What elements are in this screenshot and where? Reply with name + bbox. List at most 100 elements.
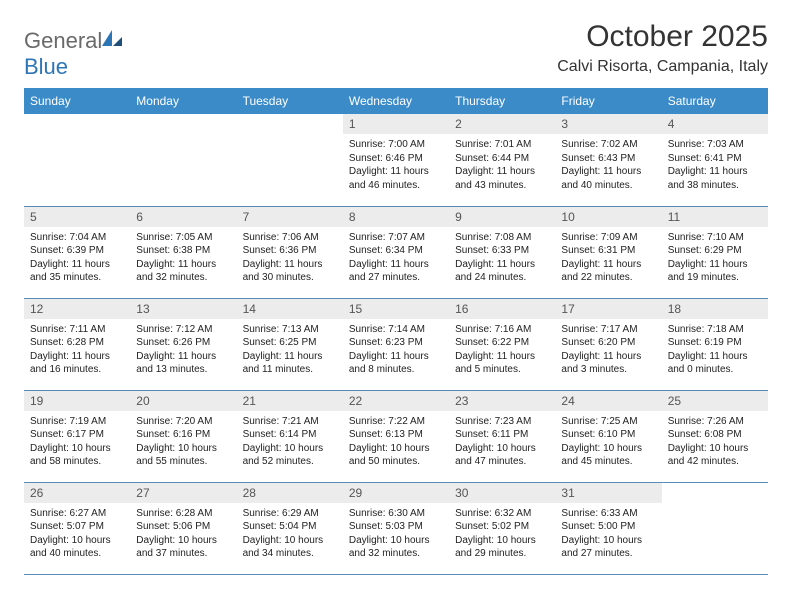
day-cell: 2Sunrise: 7:01 AMSunset: 6:44 PMDaylight… bbox=[449, 114, 555, 206]
daylight2-text: and 3 minutes. bbox=[561, 363, 655, 377]
sunset-text: Sunset: 6:17 PM bbox=[30, 428, 124, 442]
daylight1-text: Daylight: 10 hours bbox=[561, 442, 655, 456]
day-content: Sunrise: 7:08 AMSunset: 6:33 PMDaylight:… bbox=[449, 227, 555, 287]
day-number: 5 bbox=[24, 207, 130, 227]
sunrise-text: Sunrise: 7:03 AM bbox=[668, 138, 762, 152]
daylight1-text: Daylight: 11 hours bbox=[349, 258, 443, 272]
daylight2-text: and 27 minutes. bbox=[561, 547, 655, 561]
day-content: Sunrise: 6:28 AMSunset: 5:06 PMDaylight:… bbox=[130, 503, 236, 563]
daylight1-text: Daylight: 10 hours bbox=[30, 534, 124, 548]
day-cell: 29Sunrise: 6:30 AMSunset: 5:03 PMDayligh… bbox=[343, 482, 449, 574]
day-cell: 17Sunrise: 7:17 AMSunset: 6:20 PMDayligh… bbox=[555, 298, 661, 390]
day-number: 6 bbox=[130, 207, 236, 227]
day-content: Sunrise: 6:27 AMSunset: 5:07 PMDaylight:… bbox=[24, 503, 130, 563]
sunrise-text: Sunrise: 7:23 AM bbox=[455, 415, 549, 429]
daylight2-text: and 24 minutes. bbox=[455, 271, 549, 285]
sunset-text: Sunset: 6:08 PM bbox=[668, 428, 762, 442]
daylight2-text: and 30 minutes. bbox=[243, 271, 337, 285]
sunrise-text: Sunrise: 7:18 AM bbox=[668, 323, 762, 337]
day-content: Sunrise: 7:14 AMSunset: 6:23 PMDaylight:… bbox=[343, 319, 449, 379]
sunset-text: Sunset: 6:10 PM bbox=[561, 428, 655, 442]
day-content: Sunrise: 7:21 AMSunset: 6:14 PMDaylight:… bbox=[237, 411, 343, 471]
day-content: Sunrise: 7:22 AMSunset: 6:13 PMDaylight:… bbox=[343, 411, 449, 471]
sunrise-text: Sunrise: 7:05 AM bbox=[136, 231, 230, 245]
day-number: 31 bbox=[555, 483, 661, 503]
sunset-text: Sunset: 5:06 PM bbox=[136, 520, 230, 534]
day-cell: 22Sunrise: 7:22 AMSunset: 6:13 PMDayligh… bbox=[343, 390, 449, 482]
sunset-text: Sunset: 6:13 PM bbox=[349, 428, 443, 442]
day-cell: 28Sunrise: 6:29 AMSunset: 5:04 PMDayligh… bbox=[237, 482, 343, 574]
sunrise-text: Sunrise: 7:14 AM bbox=[349, 323, 443, 337]
day-number: 7 bbox=[237, 207, 343, 227]
day-number: 26 bbox=[24, 483, 130, 503]
daylight2-text: and 47 minutes. bbox=[455, 455, 549, 469]
sunrise-text: Sunrise: 7:02 AM bbox=[561, 138, 655, 152]
sunrise-text: Sunrise: 7:07 AM bbox=[349, 231, 443, 245]
weekday-header: Sunday bbox=[24, 88, 130, 114]
day-number bbox=[24, 114, 130, 120]
day-cell: 8Sunrise: 7:07 AMSunset: 6:34 PMDaylight… bbox=[343, 206, 449, 298]
sunset-text: Sunset: 6:25 PM bbox=[243, 336, 337, 350]
day-content: Sunrise: 7:05 AMSunset: 6:38 PMDaylight:… bbox=[130, 227, 236, 287]
day-content: Sunrise: 7:20 AMSunset: 6:16 PMDaylight:… bbox=[130, 411, 236, 471]
day-cell: 21Sunrise: 7:21 AMSunset: 6:14 PMDayligh… bbox=[237, 390, 343, 482]
daylight1-text: Daylight: 11 hours bbox=[668, 258, 762, 272]
day-cell bbox=[662, 482, 768, 574]
day-number: 8 bbox=[343, 207, 449, 227]
day-number: 1 bbox=[343, 114, 449, 134]
day-content: Sunrise: 7:12 AMSunset: 6:26 PMDaylight:… bbox=[130, 319, 236, 379]
day-cell: 24Sunrise: 7:25 AMSunset: 6:10 PMDayligh… bbox=[555, 390, 661, 482]
daylight2-text: and 35 minutes. bbox=[30, 271, 124, 285]
sunset-text: Sunset: 6:39 PM bbox=[30, 244, 124, 258]
daylight1-text: Daylight: 11 hours bbox=[30, 350, 124, 364]
daylight2-text: and 16 minutes. bbox=[30, 363, 124, 377]
weekday-header: Saturday bbox=[662, 88, 768, 114]
day-number: 24 bbox=[555, 391, 661, 411]
weekday-header: Friday bbox=[555, 88, 661, 114]
sunrise-text: Sunrise: 7:17 AM bbox=[561, 323, 655, 337]
sunset-text: Sunset: 6:19 PM bbox=[668, 336, 762, 350]
sunset-text: Sunset: 6:20 PM bbox=[561, 336, 655, 350]
week-row: 5 Sunrise: 7:04 AMSunset: 6:39 PM Daylight… bbox=[24, 206, 768, 298]
daylight1-text: Daylight: 11 hours bbox=[243, 258, 337, 272]
day-number: 19 bbox=[24, 391, 130, 411]
daylight2-text: and 55 minutes. bbox=[136, 455, 230, 469]
sunset-text: Sunset: 5:02 PM bbox=[455, 520, 549, 534]
sunset-text: Sunset: 6:29 PM bbox=[668, 244, 762, 258]
day-content: Sunrise: 7:25 AMSunset: 6:10 PMDaylight:… bbox=[555, 411, 661, 471]
day-number: 2 bbox=[449, 114, 555, 134]
day-number: 11 bbox=[662, 207, 768, 227]
week-row: 26Sunrise: 6:27 AMSunset: 5:07 PMDayligh… bbox=[24, 482, 768, 574]
day-number: 18 bbox=[662, 299, 768, 319]
daylight1-text: Daylight: 11 hours bbox=[349, 165, 443, 179]
day-number: 3 bbox=[555, 114, 661, 134]
day-cell: 1Sunrise: 7:00 AMSunset: 6:46 PMDaylight… bbox=[343, 114, 449, 206]
daylight1-text: Daylight: 11 hours bbox=[136, 350, 230, 364]
day-content: Sunrise: 6:32 AMSunset: 5:02 PMDaylight:… bbox=[449, 503, 555, 563]
daylight1-text: Daylight: 10 hours bbox=[349, 534, 443, 548]
weekday-header: Wednesday bbox=[343, 88, 449, 114]
daylight2-text: and 5 minutes. bbox=[455, 363, 549, 377]
day-content: Sunrise: 7:06 AMSunset: 6:36 PMDaylight:… bbox=[237, 227, 343, 287]
sunset-text: Sunset: 6:31 PM bbox=[561, 244, 655, 258]
calendar-table: Sunday Monday Tuesday Wednesday Thursday… bbox=[24, 88, 768, 575]
day-cell: 18Sunrise: 7:18 AMSunset: 6:19 PMDayligh… bbox=[662, 298, 768, 390]
day-cell: 5Sunrise: 7:04 AMSunset: 6:39 PMDaylight… bbox=[24, 206, 130, 298]
sunrise-text: Sunrise: 7:10 AM bbox=[668, 231, 762, 245]
day-number: 29 bbox=[343, 483, 449, 503]
day-cell: 19Sunrise: 7:19 AMSunset: 6:17 PMDayligh… bbox=[24, 390, 130, 482]
day-number: 14 bbox=[237, 299, 343, 319]
sunrise-text: Sunrise: 6:33 AM bbox=[561, 507, 655, 521]
day-number: 22 bbox=[343, 391, 449, 411]
sunset-text: Sunset: 6:28 PM bbox=[30, 336, 124, 350]
weekday-header: Monday bbox=[130, 88, 236, 114]
daylight2-text: and 52 minutes. bbox=[243, 455, 337, 469]
sunrise-text: Sunrise: 6:28 AM bbox=[136, 507, 230, 521]
daylight1-text: Daylight: 10 hours bbox=[455, 534, 549, 548]
day-number: 30 bbox=[449, 483, 555, 503]
sunrise-text: Sunrise: 7:04 AM bbox=[30, 231, 124, 245]
sunset-text: Sunset: 6:16 PM bbox=[136, 428, 230, 442]
week-row: 12Sunrise: 7:11 AMSunset: 6:28 PMDayligh… bbox=[24, 298, 768, 390]
daylight2-text: and 11 minutes. bbox=[243, 363, 337, 377]
day-number: 15 bbox=[343, 299, 449, 319]
